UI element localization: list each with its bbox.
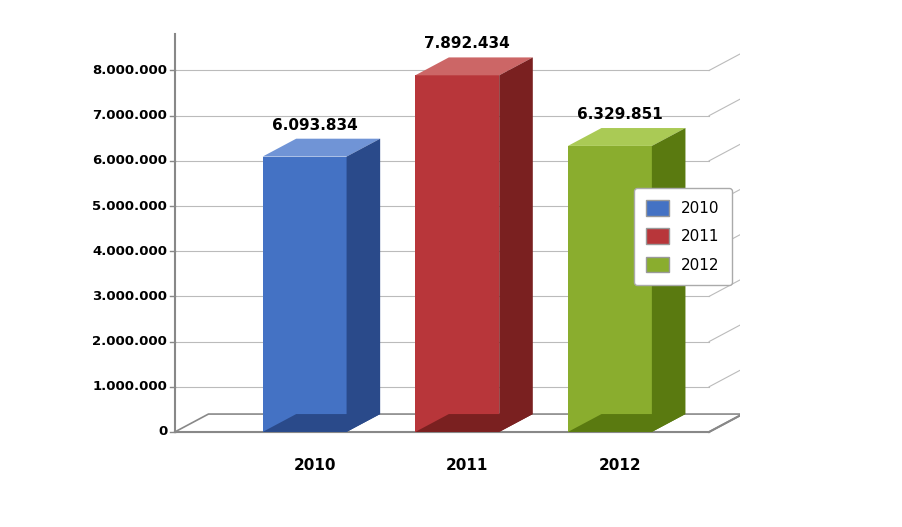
- Polygon shape: [499, 57, 533, 432]
- Text: 1.000.000: 1.000.000: [92, 380, 167, 393]
- Text: 4.000.000: 4.000.000: [92, 245, 167, 258]
- Text: 5.000.000: 5.000.000: [92, 200, 167, 212]
- Text: 2011: 2011: [446, 458, 489, 473]
- Text: 6.000.000: 6.000.000: [92, 154, 167, 168]
- Text: 3.000.000: 3.000.000: [92, 290, 167, 303]
- Polygon shape: [262, 414, 380, 432]
- Text: 7.892.434: 7.892.434: [425, 36, 511, 52]
- Polygon shape: [415, 75, 499, 432]
- Text: 8.000.000: 8.000.000: [92, 64, 167, 77]
- Polygon shape: [346, 139, 380, 432]
- Polygon shape: [262, 139, 380, 157]
- Text: 6.093.834: 6.093.834: [272, 118, 357, 133]
- Polygon shape: [652, 128, 686, 432]
- Polygon shape: [262, 157, 346, 432]
- Text: 2010: 2010: [293, 458, 336, 473]
- Text: 6.329.851: 6.329.851: [577, 107, 663, 122]
- Polygon shape: [568, 128, 686, 146]
- Text: 2.000.000: 2.000.000: [92, 335, 167, 348]
- Polygon shape: [415, 57, 533, 75]
- Text: 7.000.000: 7.000.000: [92, 109, 167, 122]
- Polygon shape: [568, 414, 686, 432]
- Legend: 2010, 2011, 2012: 2010, 2011, 2012: [634, 188, 732, 285]
- Text: 2012: 2012: [599, 458, 641, 473]
- Text: 0: 0: [158, 425, 167, 438]
- Polygon shape: [415, 414, 533, 432]
- Polygon shape: [568, 146, 652, 432]
